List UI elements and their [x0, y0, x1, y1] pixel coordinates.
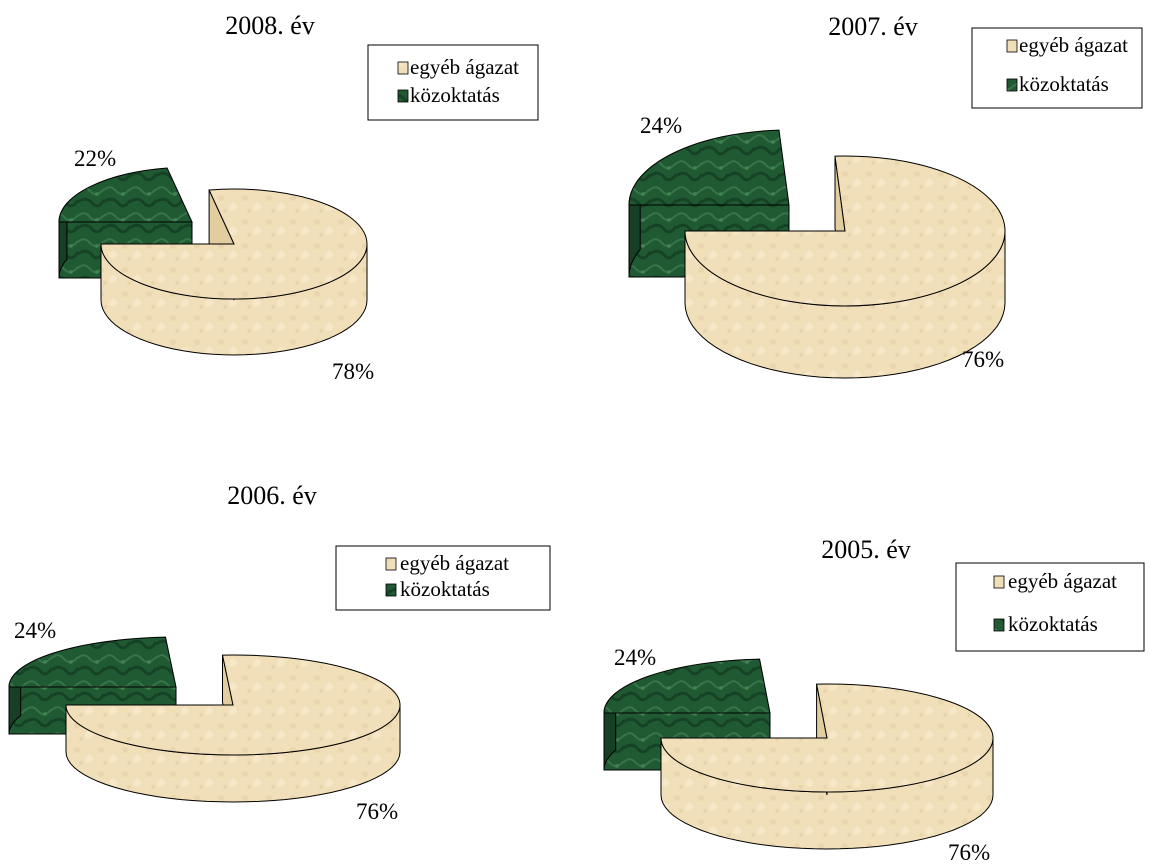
pie-slice-kozok-top — [8, 636, 177, 688]
legend-box — [971, 27, 1143, 109]
legend-label-egyeb: egyéb ágazat — [400, 551, 509, 575]
pie-slice-egyeb-top — [660, 683, 994, 793]
legend-label-kozok: közoktatás — [1008, 612, 1098, 636]
data-label-kozok: 24% — [640, 113, 682, 138]
chart-legend: egyéb ágazat közoktatás — [335, 545, 551, 611]
pie-chart-2008: 2008. év egyéb ágazat közoktatás 22% 78% — [58, 11, 539, 384]
pie-3d — [628, 129, 1006, 379]
pie-slice-egyeb — [65, 654, 401, 803]
legend-swatch-kozok — [397, 89, 409, 103]
chart-title: 2005. év — [821, 535, 911, 564]
pie-chart-2006: 2006. év egyéb ágazat közoktatás 24% 76% — [8, 481, 551, 824]
pie-3d — [603, 658, 994, 850]
legend-label-kozok: közoktatás — [400, 577, 490, 601]
data-label-egyeb: 76% — [962, 347, 1004, 372]
chart-legend: egyéb ágazat közoktatás — [955, 562, 1145, 652]
legend-swatch-egyeb — [385, 557, 397, 571]
pie-slice-kozok-top — [603, 658, 771, 714]
legend-swatch-kozok — [1006, 78, 1018, 92]
data-label-egyeb: 78% — [332, 359, 374, 384]
legend-label-egyeb: egyéb ágazat — [1008, 569, 1117, 593]
pie-slice-egyeb-top — [684, 155, 1006, 307]
data-label-kozok: 22% — [74, 146, 116, 171]
legend-label-egyeb: egyéb ágazat — [1019, 33, 1128, 57]
data-label-egyeb: 76% — [356, 799, 398, 824]
chart-title: 2008. év — [225, 11, 315, 40]
legend-swatch-egyeb — [397, 61, 409, 75]
legend-swatch-kozok — [993, 618, 1005, 632]
legend-label-kozok: közoktatás — [410, 83, 500, 107]
chart-title: 2006. év — [227, 481, 317, 510]
pie-slice-egyeb — [684, 155, 1006, 379]
pie-slice-kozok-top — [58, 167, 193, 223]
pie-slice-egyeb-top — [65, 654, 401, 756]
data-label-kozok: 24% — [614, 645, 656, 670]
legend-box — [367, 44, 539, 121]
pie-slice-egyeb-top — [100, 188, 368, 300]
pie-slice-egyeb — [660, 683, 994, 850]
pie-slice-kozok-top — [628, 129, 790, 206]
pie-chart-2007: 2007. év egyéb ágazat közoktatás 24% 76% — [628, 12, 1143, 379]
legend-label-kozok: közoktatás — [1019, 72, 1109, 96]
data-label-kozok: 24% — [14, 618, 56, 643]
chart-title: 2007. év — [828, 12, 918, 41]
legend-swatch-egyeb — [1006, 39, 1018, 53]
pie-chart-2005: 2005. év egyéb ágazat közoktatás 24% 76% — [603, 535, 1145, 865]
chart-legend: egyéb ágazat közoktatás — [367, 44, 539, 121]
legend-box — [955, 562, 1145, 652]
pie-3d — [8, 636, 401, 803]
legend-box — [335, 545, 551, 611]
legend-label-egyeb: egyéb ágazat — [410, 55, 519, 79]
legend-swatch-kozok — [385, 583, 397, 597]
pie-3d — [58, 167, 368, 356]
legend-swatch-egyeb — [993, 575, 1005, 589]
chart-legend: egyéb ágazat közoktatás — [971, 27, 1143, 109]
data-label-egyeb: 76% — [948, 840, 990, 863]
pie-slice-egyeb — [100, 188, 368, 356]
